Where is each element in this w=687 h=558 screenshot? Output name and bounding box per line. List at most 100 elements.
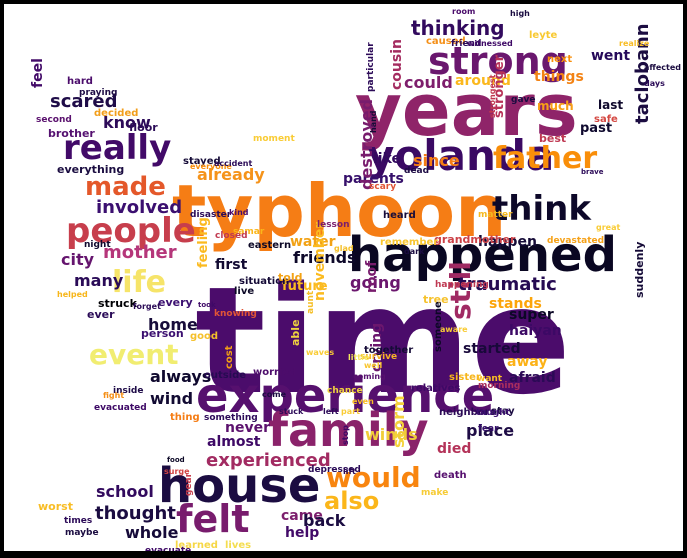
word-event: event — [89, 338, 179, 371]
word-days: days — [644, 79, 665, 88]
word-school: school — [96, 482, 154, 501]
word-able: able — [289, 319, 302, 346]
word-part: part — [341, 407, 360, 416]
word-realize: realize — [619, 39, 650, 48]
word-gear: gear — [184, 472, 194, 496]
word-lives: lives — [225, 540, 251, 551]
word-someone: someone — [433, 301, 444, 352]
word-traumatic: traumatic — [458, 274, 557, 295]
word-little: little — [348, 353, 370, 362]
word-person: person — [141, 327, 184, 340]
word-help: help — [285, 525, 319, 541]
word-things: things — [534, 69, 584, 85]
word-taught: taught — [476, 408, 511, 418]
word-safe: safe — [594, 114, 618, 125]
word-dark: dark — [404, 247, 425, 256]
word-second: second — [36, 115, 72, 125]
word-involved: involved — [96, 197, 182, 218]
word-parents: parents — [343, 171, 404, 187]
word-know: know — [103, 113, 151, 132]
word-happen: happen — [478, 234, 537, 250]
word-left: left — [323, 407, 339, 416]
word-thought: thought — [95, 503, 176, 524]
word-father: father — [493, 141, 597, 176]
word-aware: aware — [440, 325, 468, 334]
word-much: much — [537, 99, 574, 113]
word-scary: scary — [369, 182, 396, 192]
word-heard: heard — [383, 210, 416, 221]
word-waves: waves — [306, 348, 334, 357]
word-november: november — [312, 222, 328, 301]
word-forget: forget — [133, 302, 161, 311]
word-leyte: leyte — [529, 30, 558, 41]
word-brother: brother — [48, 127, 95, 140]
word-feel: feel — [30, 58, 46, 88]
word-devastated: devastated — [547, 236, 604, 246]
word-experienced: experienced — [206, 450, 331, 471]
word-depressed: depressed — [308, 465, 361, 475]
word-helped: helped — [57, 290, 88, 299]
word-worried: worried — [253, 367, 296, 378]
word-decided: decided — [94, 108, 138, 119]
word-every: every — [158, 296, 193, 309]
word-around: around — [455, 73, 511, 89]
word-kind: kind — [229, 208, 249, 217]
word-winds: winds — [365, 425, 418, 444]
word-outside: outside — [204, 370, 246, 381]
word-make: make — [421, 488, 448, 498]
word-caused: caused — [426, 36, 466, 47]
word-knowing: knowing — [214, 309, 257, 319]
word-started: started — [463, 341, 521, 357]
word-evacuated: evacuated — [94, 403, 147, 413]
word-stop: stop — [341, 425, 350, 445]
word-samar: samar — [233, 227, 265, 237]
word-still: still — [444, 261, 477, 320]
word-destroyed: destroyed — [357, 99, 376, 190]
word-surge: surge — [164, 467, 190, 476]
word-water: water — [290, 234, 336, 250]
word-roof: roof — [364, 260, 380, 293]
word-always: always — [150, 367, 211, 386]
word-stay: stay — [491, 406, 515, 417]
word-super: super — [509, 307, 554, 323]
word-next: next — [547, 54, 572, 65]
word-away: away — [507, 354, 548, 370]
word-dead: dead — [404, 166, 429, 176]
word-thing: thing — [170, 412, 200, 423]
word-family: family — [268, 403, 429, 457]
word-friends: friends — [293, 248, 357, 267]
word-taclobann: taclobann — [632, 23, 653, 124]
word-want: want — [477, 374, 503, 384]
word-made: made — [85, 172, 166, 202]
word-strongest: strongest — [488, 74, 497, 118]
word-whole: whole — [125, 523, 179, 542]
word-experience: experience — [196, 368, 494, 424]
word-praying: praying — [79, 88, 117, 98]
word-strong: strong — [428, 39, 568, 83]
word-cost: cost — [224, 345, 235, 369]
word-coming: coming — [353, 372, 386, 381]
word-everything: everything — [57, 163, 124, 176]
word-affected: affected — [644, 63, 681, 72]
word-people: people — [66, 211, 196, 251]
word-ever: ever — [87, 308, 115, 321]
word-learned: learned — [175, 540, 218, 551]
word-hand: hand — [369, 110, 378, 133]
word-evacuate: evacuate — [145, 546, 191, 551]
word-lift: lift — [343, 467, 356, 476]
word-future: future — [282, 279, 328, 294]
word-sister: sister — [449, 372, 481, 383]
word-struck: struck — [98, 297, 138, 310]
word-inside: inside — [113, 386, 143, 396]
word-everyone: everyone — [190, 162, 232, 171]
word-also: also — [324, 487, 379, 515]
word-stuck: stuck — [279, 407, 304, 416]
word-stronger: stronger — [492, 54, 507, 118]
word-yolanda: yolanda — [367, 131, 554, 180]
word-particular: particular — [366, 42, 376, 92]
word-even: even — [352, 397, 374, 406]
word-house: house — [158, 458, 320, 514]
word-happening: happening — [435, 280, 489, 290]
